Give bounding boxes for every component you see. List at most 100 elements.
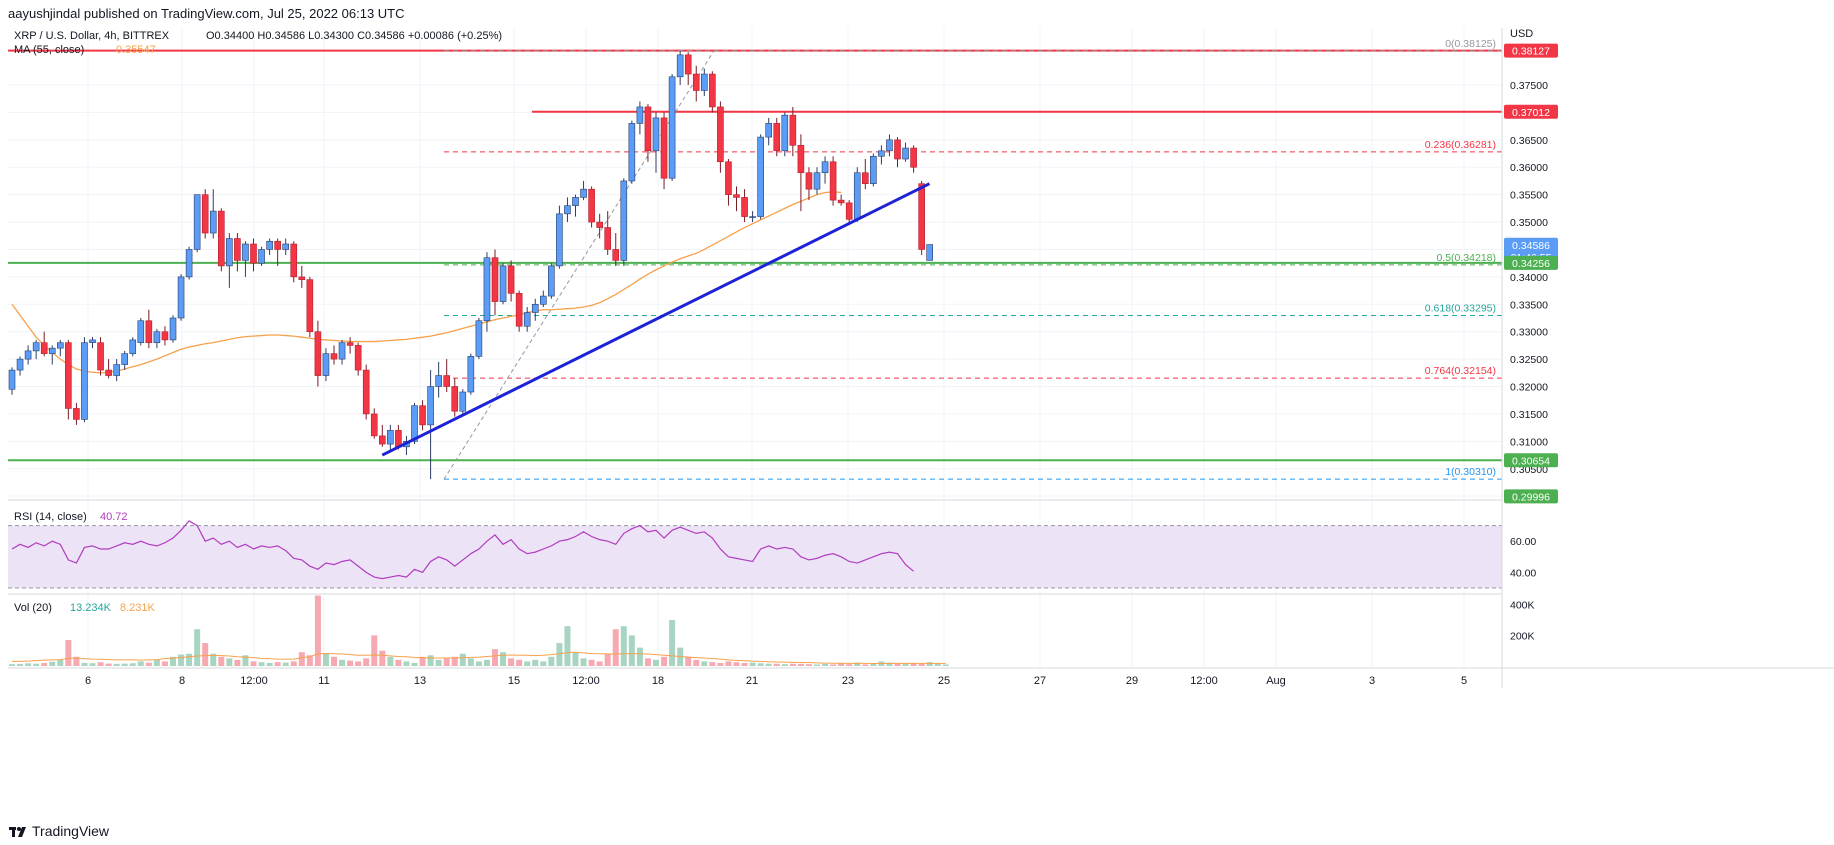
volume-bar <box>234 659 241 666</box>
volume-tick-label: 400K <box>1510 600 1535 612</box>
candle-body <box>137 320 145 343</box>
candle-body <box>73 408 80 420</box>
candle-body <box>145 320 153 343</box>
candle-body <box>636 106 644 124</box>
time-axis[interactable]: 6 8 12:00 11 13 15 12:00 18 21 23 25 27 29 12:00 Aug 3 5 <box>85 675 1467 687</box>
candle-body <box>765 123 773 138</box>
volume-bar <box>596 661 603 666</box>
candle-body <box>8 369 16 390</box>
candle-body <box>427 386 434 426</box>
volume-bar <box>556 643 563 666</box>
volume-bar <box>363 658 370 666</box>
candle-body <box>757 136 764 217</box>
chart-frame[interactable]: 0(0.38125) 0.236(0.36281) 0.5(0.34218) 0.61… <box>8 28 1834 820</box>
volume-bar <box>322 653 329 666</box>
volume-bar <box>717 662 724 666</box>
chart-canvas[interactable]: 0(0.38125) 0.236(0.36281) 0.5(0.34218) 0.61… <box>8 28 1834 820</box>
volume-bar <box>693 659 700 666</box>
volume-bar <box>902 663 909 666</box>
volume-bar <box>580 658 587 666</box>
volume-bar <box>492 649 498 666</box>
volume-bar <box>757 663 764 666</box>
candle-body <box>676 54 684 78</box>
volume-bar <box>274 662 281 666</box>
candle-body <box>201 194 209 234</box>
x-tick-label: 21 <box>746 675 758 687</box>
candle-body <box>813 172 821 190</box>
candle-body <box>564 205 571 215</box>
rsi-pane <box>8 520 1502 589</box>
candle-body <box>266 240 273 250</box>
volume-bar <box>49 661 56 666</box>
candle-body <box>861 172 869 184</box>
volume-bar <box>789 663 796 666</box>
volume-bar <box>282 662 289 666</box>
candle-body <box>411 405 418 442</box>
candle-body <box>797 145 805 174</box>
volume-bar <box>97 662 104 666</box>
rsi-line <box>11 520 914 580</box>
ma-legend-label: MA (55, close) <box>14 44 84 56</box>
volume-bar <box>186 653 193 666</box>
volume-bar <box>170 656 176 666</box>
x-tick-label: 12:00 <box>240 675 268 687</box>
x-tick-label: 27 <box>1034 675 1046 687</box>
publisher-caption: aayushjindal published on TradingView.co… <box>8 6 405 21</box>
candle-body <box>507 265 515 294</box>
volume-bar <box>516 659 523 666</box>
fib-level-label: 0.5(0.34218) <box>1436 252 1496 264</box>
candle-body <box>250 243 257 264</box>
candle-body <box>604 227 612 250</box>
x-tick-label: 12:00 <box>572 675 600 687</box>
symbol-title: XRP / U.S. Dollar, 4h, BITTREX <box>14 30 170 42</box>
y-tick-label: 0.33000 <box>1510 327 1548 339</box>
volume-bar <box>89 663 96 666</box>
rsi-legend-value: 40.72 <box>100 511 128 523</box>
volume-bar <box>298 652 305 666</box>
candle-body <box>290 243 298 278</box>
y-tick-label: 0.35000 <box>1510 217 1548 229</box>
candle-body <box>242 243 249 261</box>
y-tick-label: 0.35500 <box>1510 190 1548 202</box>
volume-bar <box>403 661 410 666</box>
candle-body <box>81 342 88 420</box>
x-tick-label: 25 <box>938 675 950 687</box>
volume-bar <box>33 663 40 666</box>
rsi-tick-label: 60.00 <box>1510 536 1536 548</box>
candle-body <box>692 73 700 91</box>
candle-body <box>789 114 797 146</box>
volume-bar <box>773 663 780 666</box>
rsi-tick-label: 40.00 <box>1510 567 1536 579</box>
candle-body <box>596 221 603 228</box>
candle-body <box>32 342 40 352</box>
volume-bar <box>266 662 273 666</box>
price-badge-label: 0.34586 <box>1512 240 1550 252</box>
currency-label: USD <box>1510 28 1533 40</box>
volume-tick-label: 200K <box>1510 630 1535 642</box>
volume-bar <box>218 656 225 666</box>
volume-bar <box>604 653 611 666</box>
volume-bar <box>886 662 893 666</box>
candle-body <box>322 353 330 376</box>
volume-bar <box>443 658 450 666</box>
volume-bar <box>588 659 595 666</box>
candle-body <box>588 188 595 223</box>
candle-body <box>612 249 620 261</box>
x-tick-label: 5 <box>1461 675 1467 687</box>
ma-legend-value: 0.35547 <box>116 44 156 56</box>
price-badge-label: 0.34256 <box>1512 258 1550 270</box>
x-tick-label: 15 <box>508 675 520 687</box>
volume-bar <box>548 656 555 666</box>
volume-bar <box>661 656 668 666</box>
y-tick-label: 0.32000 <box>1510 382 1548 394</box>
candle-body <box>870 155 877 184</box>
volume-bar <box>862 664 869 666</box>
y-tick-label: 0.34000 <box>1510 272 1548 284</box>
y-tick-label: 0.32500 <box>1510 354 1548 366</box>
candle-body <box>910 147 917 168</box>
candle-body <box>387 430 394 445</box>
candle-body <box>362 369 370 415</box>
footer-brand[interactable]: TradingView <box>8 820 308 844</box>
volume-bar <box>475 661 482 666</box>
volume-bar <box>805 664 812 666</box>
